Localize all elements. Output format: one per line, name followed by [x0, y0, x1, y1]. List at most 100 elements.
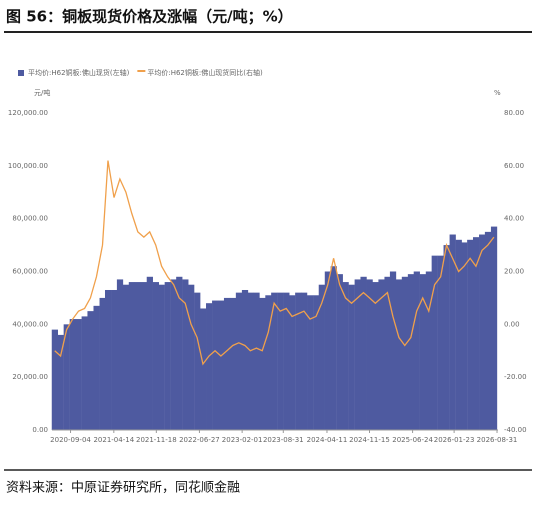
bar: [449, 234, 456, 430]
bar: [188, 284, 195, 430]
y-tick-label: 20,000.00: [12, 373, 48, 381]
bar: [93, 305, 100, 430]
bar: [194, 292, 201, 430]
bar: [235, 292, 243, 430]
bar: [330, 266, 337, 430]
bar: [378, 279, 385, 430]
bar: [199, 308, 207, 430]
bar: [437, 255, 444, 430]
bar: [104, 289, 112, 430]
bar: [324, 271, 332, 430]
y2-unit: %: [494, 89, 501, 97]
bar: [271, 292, 278, 430]
y2-tick-label: 20.00: [504, 268, 524, 276]
bar: [366, 279, 373, 430]
legend-swatch: [137, 70, 146, 72]
bar: [313, 295, 320, 430]
bar: [217, 300, 225, 430]
bar: [413, 271, 420, 430]
x-tick-label: 2022-06-27: [179, 436, 220, 444]
y-tick-label: 40,000.00: [12, 320, 48, 328]
bar: [401, 276, 409, 430]
bar: [128, 282, 136, 430]
bar: [111, 289, 118, 430]
legend-label: 平均价:H62铜板:佛山现货同比(右轴): [147, 68, 263, 77]
bar: [490, 226, 498, 430]
bar: [395, 279, 403, 430]
bar: [253, 292, 260, 430]
x-tick-label: 2023-02-01: [222, 436, 263, 444]
bar: [307, 295, 314, 430]
bar: [318, 284, 325, 430]
x-tick-label: 2026-08-31: [477, 436, 518, 444]
bar: [57, 334, 64, 430]
bar: [212, 300, 219, 430]
bar: [122, 284, 130, 430]
x-tick-label: 2025-06-24: [392, 436, 433, 444]
bar: [229, 297, 237, 430]
bar: [372, 282, 379, 430]
bar: [116, 279, 124, 430]
bar: [176, 276, 183, 430]
y-tick-label: 100,000.00: [8, 162, 48, 170]
y-tick-label: 120,000.00: [8, 109, 48, 117]
y2-tick-label: -40.00: [504, 426, 527, 434]
bar: [69, 319, 76, 430]
bar: [461, 242, 468, 430]
bar: [170, 279, 177, 430]
legend-label: 平均价:H62铜板:佛山现货(左轴): [28, 68, 130, 77]
bar: [247, 292, 254, 430]
line: [54, 160, 495, 366]
y-unit: 元/吨: [34, 88, 50, 97]
y-tick-label: 0.00: [32, 426, 48, 434]
bar: [431, 255, 438, 430]
bar: [99, 297, 106, 430]
bar: [484, 231, 492, 430]
y2-tick-label: 80.00: [504, 109, 524, 117]
bar: [467, 239, 474, 430]
title: 图 56：铜板现货价格及涨幅（元/吨；%）: [6, 8, 293, 26]
bar: [206, 303, 213, 430]
y2-tick-label: 40.00: [504, 215, 524, 223]
x-tick-label: 2021-04-14: [93, 436, 134, 444]
bar: [164, 282, 171, 430]
y2-tick-label: 60.00: [504, 162, 524, 170]
bar: [419, 274, 426, 430]
bar: [75, 319, 82, 430]
bar: [336, 274, 343, 430]
bar: [223, 297, 231, 430]
bar: [342, 282, 349, 430]
bar: [140, 282, 148, 430]
bar: [455, 239, 462, 430]
bar: [360, 276, 367, 430]
y2-tick-label: -20.00: [504, 373, 527, 381]
bar: [158, 284, 165, 430]
bar: [146, 276, 153, 430]
bar: [479, 234, 486, 430]
bar: [182, 279, 189, 430]
bar: [425, 271, 433, 430]
bar: [63, 324, 70, 430]
bar: [354, 279, 361, 430]
bar: [348, 284, 355, 430]
bar: [241, 289, 249, 430]
x-tick-label: 2026-01-23: [434, 436, 475, 444]
bar: [472, 237, 480, 430]
bar: [295, 292, 302, 430]
bar: [259, 297, 266, 430]
x-tick-label: 2024-11-15: [349, 436, 390, 444]
bar: [283, 292, 290, 430]
x-tick-label: 2021-11-18: [136, 436, 177, 444]
bar: [407, 274, 415, 430]
bar: [51, 329, 59, 430]
bar: [384, 276, 391, 430]
plot: 0.00 20,000.00 40,000.00 60,000.00 80,000.00…: [8, 68, 527, 444]
bar: [300, 292, 308, 430]
x-tick-label: 2020-09-04: [50, 436, 91, 444]
y-tick-label: 60,000.00: [12, 268, 48, 276]
bar: [265, 295, 272, 430]
y-tick-label: 80,000.00: [12, 215, 48, 223]
bar: [277, 292, 284, 430]
bar: [152, 282, 160, 430]
